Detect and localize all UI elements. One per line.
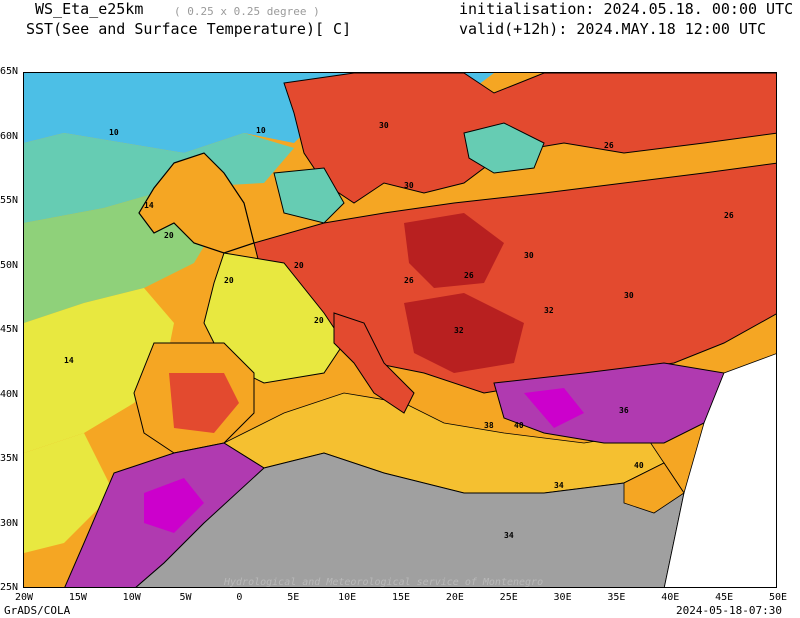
north-sea bbox=[273, 167, 345, 224]
footer-software: GrADS/COLA bbox=[4, 604, 71, 617]
contour-label: 30 bbox=[524, 251, 534, 260]
hot-patch-poland bbox=[404, 213, 504, 288]
lon-label-45e: 45E bbox=[715, 592, 734, 603]
hot-patch-balkans bbox=[404, 293, 524, 373]
watermark: Hydrological and Meteorological service … bbox=[223, 577, 543, 588]
contour-label: 38 bbox=[484, 421, 494, 430]
contour-label: 10 bbox=[109, 128, 119, 137]
contour-label: 30 bbox=[624, 291, 634, 300]
contour-label: 40 bbox=[634, 461, 644, 470]
contour-label: 30 bbox=[404, 181, 414, 190]
lon-label-50e: 50E bbox=[768, 592, 788, 603]
lon-label-15e: 15E bbox=[391, 592, 411, 603]
sst-map: 10 10 14 14 20 20 20 20 26 26 26 26 30 30 30 30 32 32 34 34… bbox=[23, 72, 777, 588]
lon-label-15w: 15W bbox=[68, 592, 87, 603]
lon-label-35e: 35E bbox=[607, 592, 626, 603]
lon-label-25e: 25E bbox=[499, 592, 518, 603]
contour-label: 20 bbox=[224, 276, 234, 285]
lat-label-35n: 35N bbox=[0, 453, 19, 464]
lon-label-20w: 20W bbox=[14, 592, 34, 603]
contour-label: 34 bbox=[504, 531, 514, 540]
lat-label-45n: 45N bbox=[0, 324, 19, 335]
italy bbox=[333, 312, 415, 414]
baltic-sea bbox=[463, 122, 545, 174]
contour-label: 20 bbox=[294, 261, 304, 270]
cool-sea-region bbox=[24, 133, 294, 223]
france bbox=[203, 252, 345, 384]
lat-label-40n: 40N bbox=[0, 388, 19, 400]
contour-label: 40 bbox=[514, 421, 524, 430]
lon-label-10w: 10W bbox=[122, 592, 141, 603]
lat-label-55n: 55N bbox=[0, 195, 19, 206]
lat-label-50n: 50N bbox=[0, 259, 19, 271]
model-name: WS_Eta_e25km bbox=[35, 0, 144, 18]
outside-domain bbox=[664, 353, 776, 587]
british-isles bbox=[138, 152, 255, 254]
hot-patch-morocco bbox=[144, 478, 204, 533]
lon-label-40e: 40E bbox=[661, 592, 680, 603]
lat-label-25n: 25N bbox=[0, 582, 19, 593]
contour-labels: 10 10 14 14 20 20 20 20 26 26 26 26 30 30 30 30 32 32 34 34… bbox=[64, 121, 734, 540]
contour-label: 26 bbox=[724, 211, 734, 220]
contour-label: 34 bbox=[554, 481, 564, 490]
iberia-hot bbox=[169, 373, 239, 433]
hot-patch-turkey bbox=[524, 388, 584, 428]
contour-label: 14 bbox=[144, 201, 154, 210]
valid-time: valid(+12h): 2024.MAY.18 12:00 UTC bbox=[459, 20, 767, 38]
map-svg: 10 10 14 14 20 20 20 20 26 26 26 26 30 30 30 30 32 32 34 34… bbox=[24, 73, 776, 588]
contour-label: 36 bbox=[619, 406, 629, 415]
lon-label-10e: 10E bbox=[338, 592, 357, 603]
lon-label-30e: 30E bbox=[553, 592, 572, 603]
contour-label: 32 bbox=[454, 326, 464, 335]
warm-sea-south bbox=[24, 433, 114, 553]
contour-label: 14 bbox=[64, 356, 74, 365]
lat-label-65n: 65N bbox=[0, 66, 19, 77]
lon-label-5e: 5E bbox=[287, 592, 300, 603]
field-title: SST(See and Surface Temperature)[ C] bbox=[26, 20, 352, 38]
contour-label: 10 bbox=[256, 126, 266, 135]
contour-label: 20 bbox=[164, 231, 174, 240]
lat-label-60n: 60N bbox=[0, 130, 19, 142]
lon-label-5w: 5W bbox=[179, 592, 192, 603]
lon-label-0: 0 bbox=[236, 592, 243, 603]
resolution-label: ( 0.25 x 0.25 degree ) bbox=[174, 5, 320, 18]
warm-sea-region bbox=[24, 288, 174, 453]
contour-label: 26 bbox=[404, 276, 414, 285]
lat-label-30n: 30N bbox=[0, 517, 19, 529]
lon-label-20e: 20E bbox=[445, 592, 464, 603]
contour-label: 20 bbox=[314, 316, 324, 325]
contour-label: 26 bbox=[604, 141, 614, 150]
footer-timestamp: 2024-05-18-07:30 bbox=[676, 604, 782, 617]
initialisation-time: initialisation: 2024.05.18. 00:00 UTC bbox=[459, 0, 794, 18]
contour-label: 32 bbox=[544, 306, 554, 315]
levant bbox=[623, 462, 685, 514]
contour-label: 26 bbox=[464, 271, 474, 280]
contour-label: 30 bbox=[379, 121, 389, 130]
